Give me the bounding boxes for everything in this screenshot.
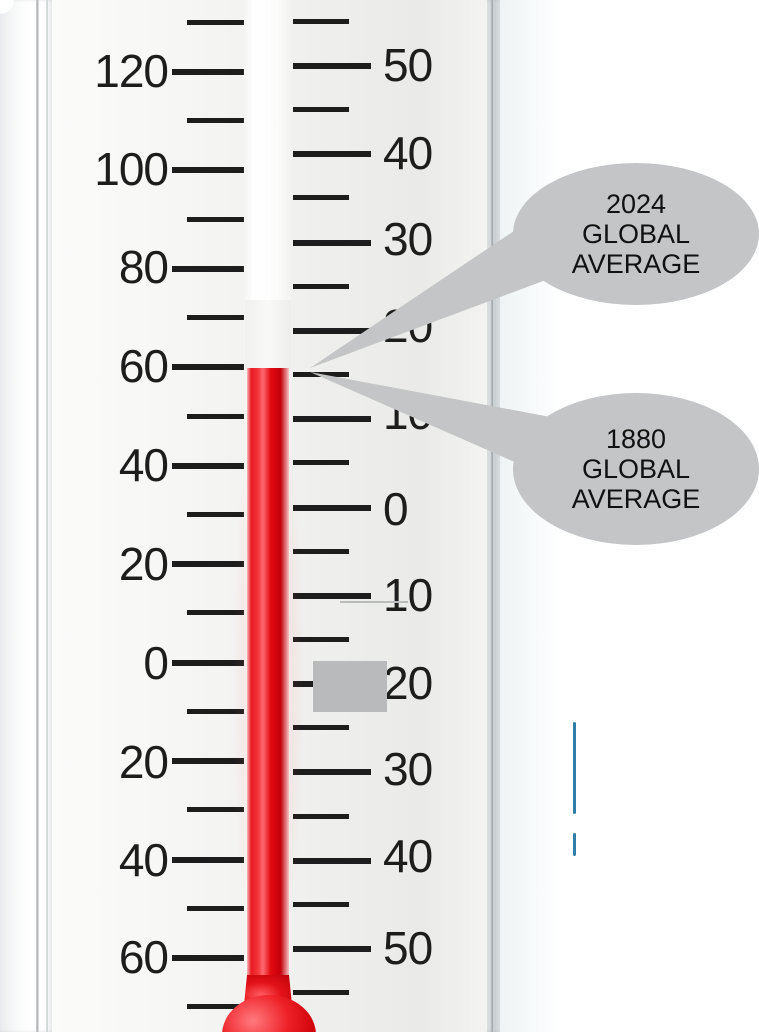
fahrenheit-major-tick (172, 364, 244, 370)
fahrenheit-minor-tick (187, 20, 244, 25)
thermometer-groove-outer (36, 0, 39, 1032)
celsius-minor-tick (293, 549, 349, 554)
callout-bubble-1880[interactable]: 1880 GLOBAL AVERAGE (513, 393, 759, 545)
callout-2024-line3: AVERAGE (571, 249, 701, 280)
artifact-blue-mark-lower (573, 833, 576, 856)
capillary-tube-highlight (252, 0, 268, 312)
fahrenheit-major-tick (172, 561, 244, 567)
celsius-label: 20 (383, 657, 433, 709)
fahrenheit-label: 80 (118, 241, 169, 293)
callout-1880-line1: 1880 (605, 423, 667, 454)
celsius-major-tick (293, 151, 371, 157)
celsius-label: 10 (383, 569, 433, 621)
celsius-major-tick (293, 946, 371, 952)
fahrenheit-minor-tick (187, 414, 244, 419)
artifact-gray-box (313, 661, 387, 712)
celsius-major-tick (293, 505, 371, 511)
celsius-major-tick (293, 63, 371, 69)
callout-bubble-2024[interactable]: 2024 GLOBAL AVERAGE (513, 163, 759, 305)
celsius-major-tick (293, 769, 371, 775)
fahrenheit-label: 120 (94, 45, 169, 97)
celsius-label: 40 (383, 830, 433, 882)
celsius-minor-tick (293, 637, 349, 642)
fahrenheit-major-tick (172, 857, 244, 863)
fahrenheit-minor-tick (187, 709, 244, 714)
fahrenheit-label: 20 (118, 538, 169, 590)
artifact-blue-mark-upper (573, 722, 576, 814)
callout-1880-line2: GLOBAL (581, 453, 691, 484)
fahrenheit-minor-tick (187, 610, 244, 615)
callout-2024-line2: GLOBAL (581, 218, 691, 249)
celsius-minor-tick (293, 195, 349, 200)
fahrenheit-major-tick (172, 167, 244, 173)
celsius-minor-tick (293, 19, 349, 24)
celsius-label: 40 (383, 127, 433, 179)
celsius-major-tick (293, 593, 371, 599)
callout-2024-line1: 2024 (605, 188, 667, 219)
capillary-tube-cap (245, 300, 291, 370)
celsius-label: 20 (383, 300, 433, 352)
fahrenheit-minor-tick (187, 906, 244, 911)
artifact-hairline (340, 601, 408, 603)
mercury-column (247, 368, 289, 998)
celsius-minor-tick (293, 725, 349, 730)
celsius-label: 0 (383, 483, 409, 535)
celsius-minor-tick (293, 902, 349, 907)
fahrenheit-minor-tick (187, 315, 244, 320)
thermometer-groove-inner (46, 0, 48, 1032)
celsius-minor-tick (293, 814, 349, 819)
fahrenheit-label: 60 (118, 931, 169, 983)
celsius-label: 10 (383, 387, 433, 439)
fahrenheit-label: 100 (94, 143, 169, 195)
celsius-label: 50 (383, 39, 433, 91)
fahrenheit-major-tick (172, 69, 244, 75)
celsius-minor-tick (293, 990, 349, 995)
fahrenheit-label: 20 (118, 736, 169, 788)
fahrenheit-major-tick (172, 660, 244, 666)
callout-1880-line3: AVERAGE (571, 484, 701, 515)
celsius-minor-tick (293, 284, 349, 289)
fahrenheit-major-tick (172, 758, 244, 764)
fahrenheit-major-tick (172, 266, 244, 272)
celsius-major-tick (293, 240, 371, 246)
fahrenheit-minor-tick (187, 118, 244, 123)
fahrenheit-major-tick (172, 463, 244, 469)
fahrenheit-minor-tick (187, 217, 244, 222)
fahrenheit-label: 40 (118, 834, 169, 886)
celsius-major-tick (293, 416, 371, 422)
celsius-label: 30 (383, 213, 433, 265)
celsius-label: 30 (383, 743, 433, 795)
fahrenheit-major-tick (172, 955, 244, 961)
fahrenheit-label: 60 (118, 340, 169, 392)
thermometer-right-edge (491, 0, 494, 1032)
fahrenheit-label: 0 (143, 637, 169, 689)
celsius-major-tick (293, 858, 371, 864)
fahrenheit-minor-tick (187, 512, 244, 517)
celsius-minor-tick (293, 107, 349, 112)
celsius-label: 50 (383, 922, 433, 974)
fahrenheit-minor-tick (187, 1004, 244, 1009)
fahrenheit-minor-tick (187, 807, 244, 812)
celsius-major-tick (293, 328, 371, 334)
fahrenheit-label: 40 (118, 439, 169, 491)
